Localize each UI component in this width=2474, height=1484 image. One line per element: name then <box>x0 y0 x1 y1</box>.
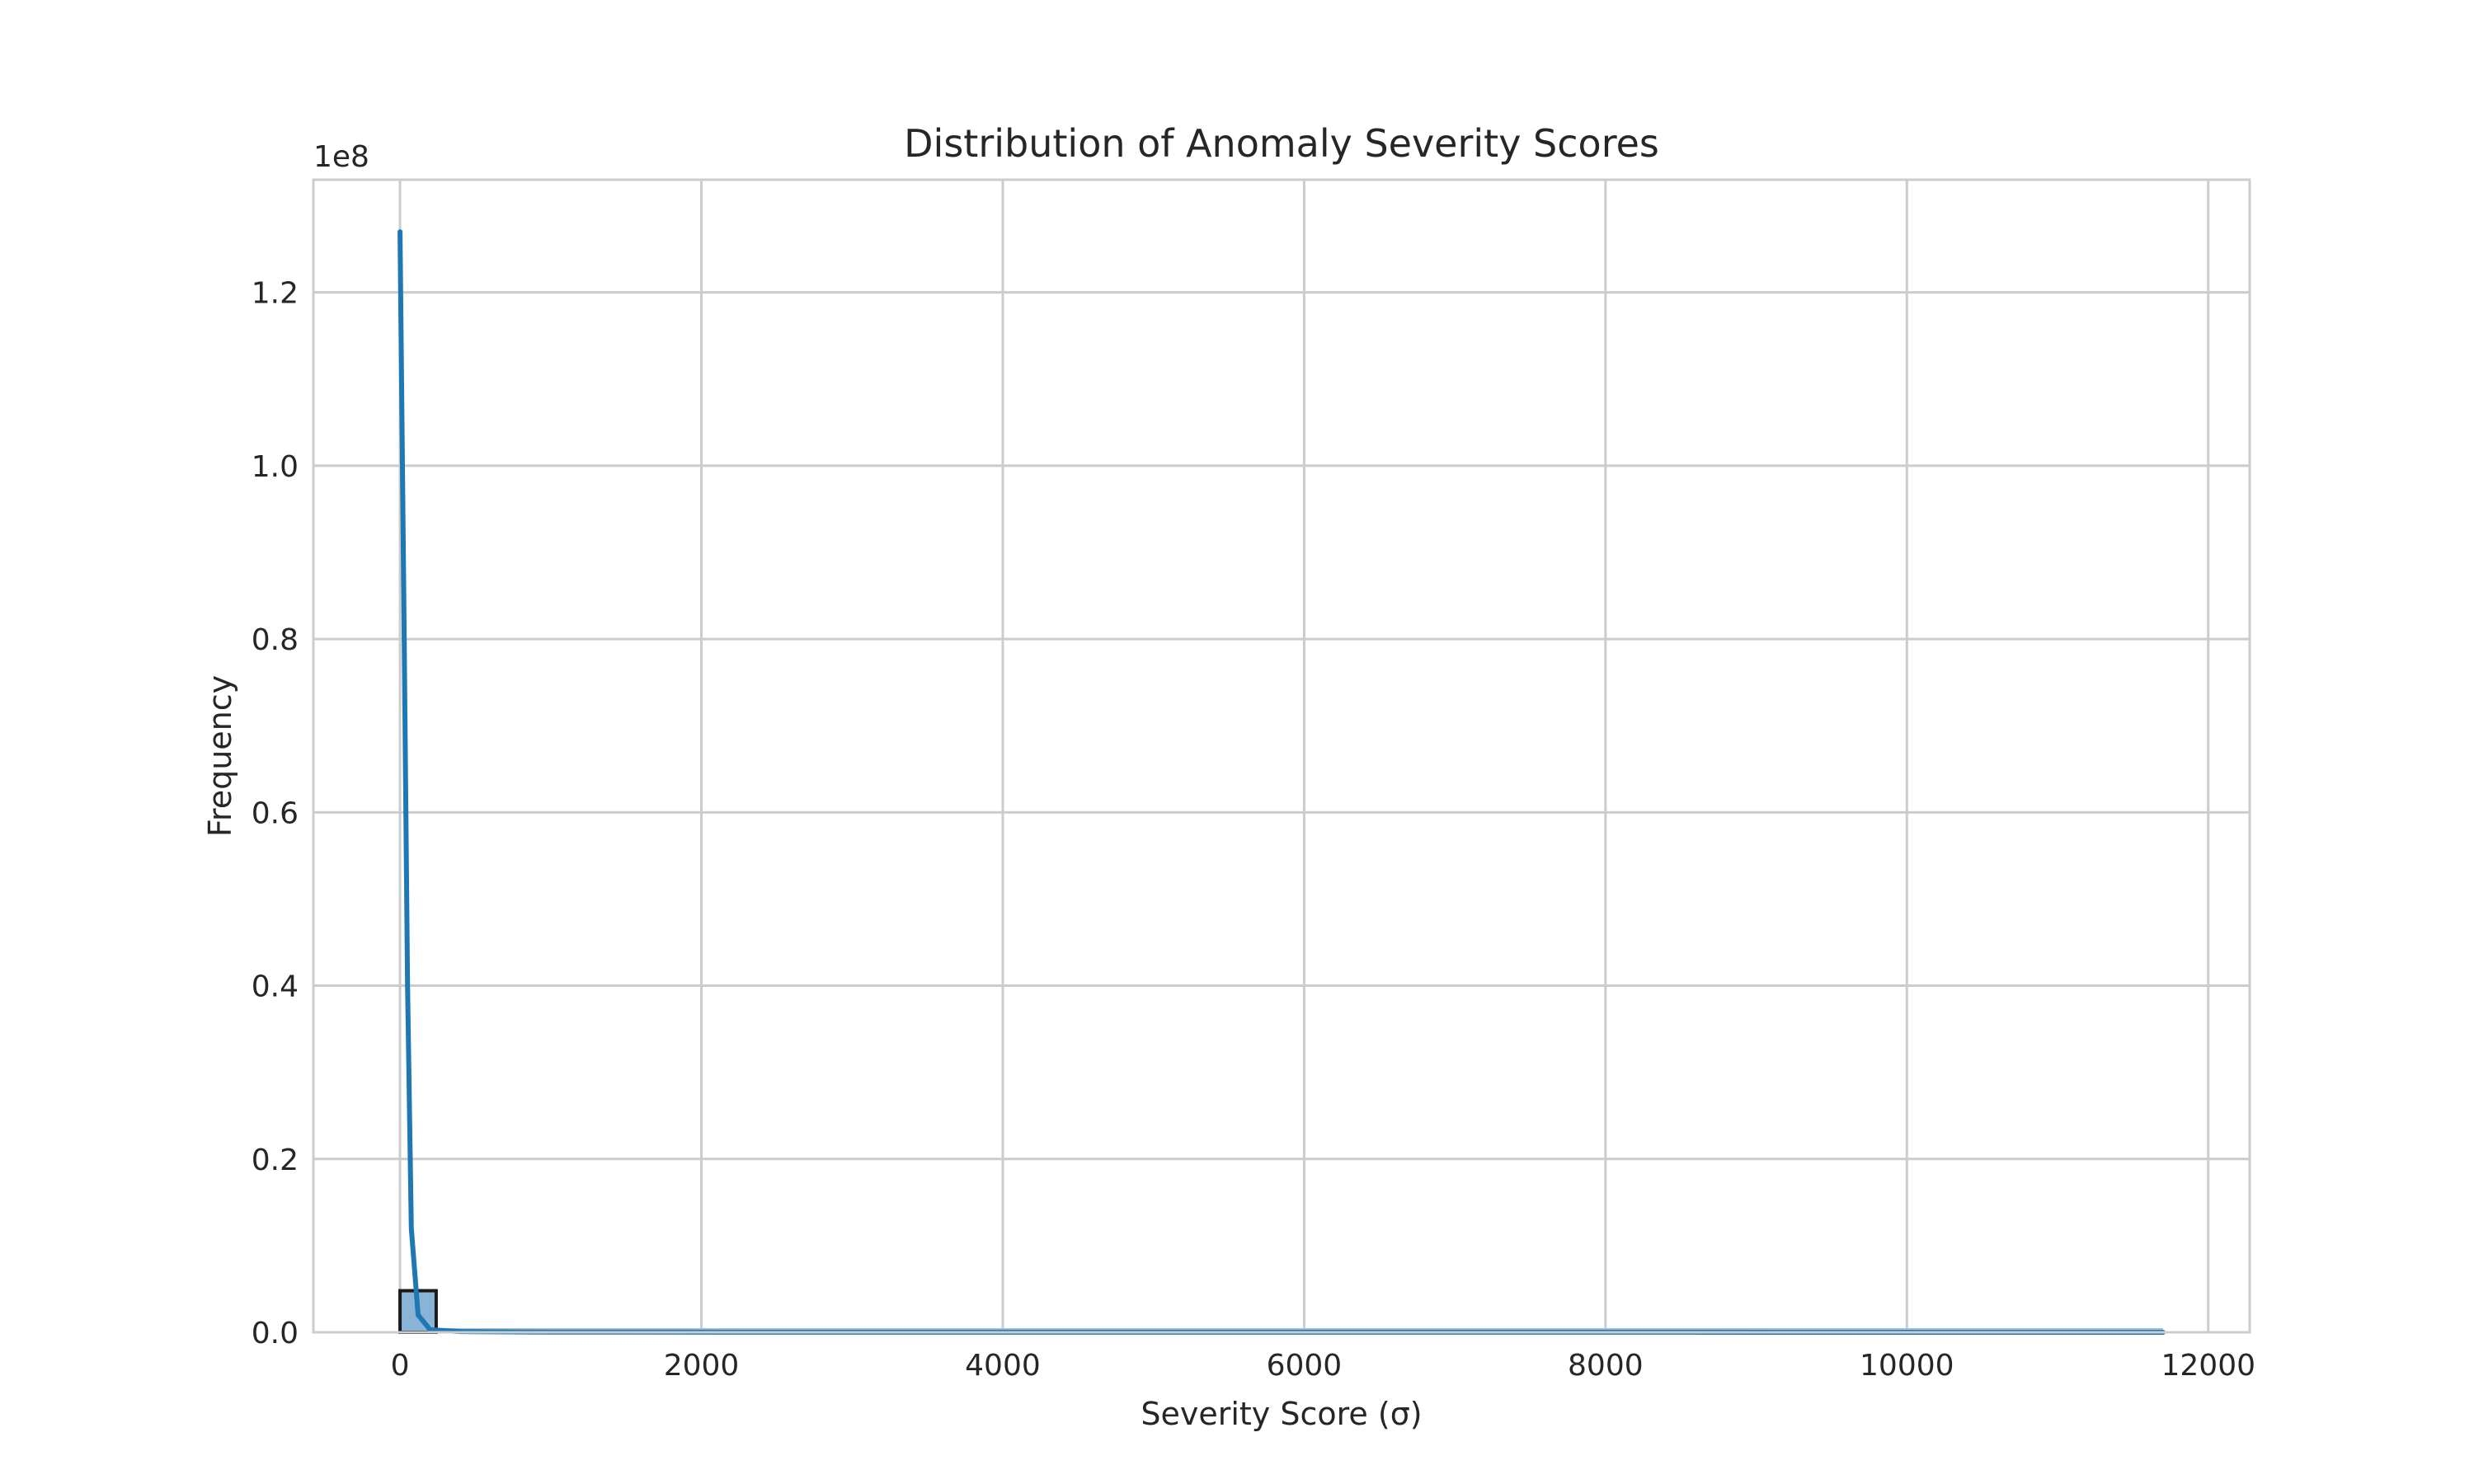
x-tick-label: 10000 <box>1860 1349 1954 1383</box>
plot-frame <box>312 178 2251 1334</box>
x-axis-ticks: 0 2000 4000 6000 8000 10000 12000 <box>391 1349 2255 1383</box>
grid-lines <box>313 180 2250 1334</box>
y-tick-label: 1.0 <box>252 450 299 484</box>
y-axis-label: Frequency <box>202 675 238 837</box>
x-tick-label: 8000 <box>1568 1349 1644 1383</box>
x-tick-label: 12000 <box>2161 1349 2255 1383</box>
y-tick-label: 0.6 <box>252 796 299 830</box>
x-tick-label: 2000 <box>664 1349 740 1383</box>
y-axis-ticks: 0.0 0.2 0.4 0.6 0.8 1.0 1.2 <box>252 277 299 1350</box>
y-tick-label: 0.8 <box>252 623 299 657</box>
y-tick-label: 1.2 <box>252 277 299 311</box>
x-tick-label: 4000 <box>965 1349 1041 1383</box>
y-tick-label: 0.0 <box>252 1317 299 1350</box>
x-tick-label: 0 <box>391 1349 410 1383</box>
chart-title: Distribution of Anomaly Severity Scores <box>904 121 1659 166</box>
x-tick-label: 6000 <box>1267 1349 1343 1383</box>
x-axis-label: Severity Score (σ) <box>1141 1396 1422 1432</box>
y-axis-offset-label: 1e8 <box>313 140 369 174</box>
y-tick-label: 0.2 <box>252 1144 299 1177</box>
y-tick-label: 0.4 <box>252 970 299 1004</box>
